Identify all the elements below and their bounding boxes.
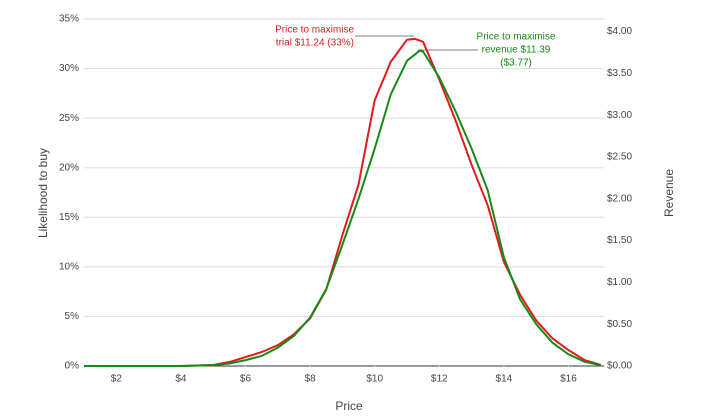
x-tick-label: $14 bbox=[496, 374, 513, 385]
annotation: Price to maximise bbox=[477, 32, 556, 43]
annotation: Price to maximise bbox=[275, 25, 354, 36]
x-tick-label: $16 bbox=[560, 374, 577, 385]
line bbox=[84, 37, 602, 367]
y2-tick-label: $0.50 bbox=[607, 319, 632, 330]
x-tick-label: $4 bbox=[175, 374, 187, 385]
y-tick-label: 10% bbox=[59, 261, 79, 272]
y-tick-label: 20% bbox=[59, 162, 79, 173]
y2-tick-label: $2.50 bbox=[607, 152, 632, 163]
x-tick-label: $6 bbox=[240, 374, 252, 385]
y2-tick-label: $0.00 bbox=[607, 361, 632, 372]
x-tick-label: $12 bbox=[431, 374, 448, 385]
y2-tick-label: $3.50 bbox=[607, 68, 632, 79]
y-tick-label: 5% bbox=[65, 311, 80, 322]
y-tick-label: 35% bbox=[59, 14, 79, 25]
y-axis-title: Likelihood to buy bbox=[36, 148, 50, 238]
y2-axis-title: Revenue bbox=[662, 169, 676, 217]
y-tick-label: 15% bbox=[59, 212, 79, 223]
y2-tick-label: $2.00 bbox=[607, 193, 632, 204]
x-tick-label: $8 bbox=[305, 374, 317, 385]
annotation: ($3.77) bbox=[500, 58, 532, 69]
x-tick-label: $2 bbox=[111, 374, 123, 385]
line bbox=[84, 49, 601, 367]
y2-tick-label: $3.00 bbox=[607, 110, 632, 121]
annotation: trial $11.24 (33%) bbox=[276, 38, 354, 49]
y2-tick-label: $1.50 bbox=[607, 235, 632, 246]
x-tick-label: $10 bbox=[366, 374, 383, 385]
annotation: revenue $11.39 bbox=[482, 45, 551, 56]
y-tick-label: 30% bbox=[59, 63, 79, 74]
y2-tick-label: $4.00 bbox=[607, 26, 632, 37]
y-tick-label: 25% bbox=[59, 113, 79, 124]
x-axis-title: Price bbox=[335, 399, 363, 413]
y2-tick-label: $1.00 bbox=[607, 277, 632, 288]
y-tick-label: 0% bbox=[65, 361, 80, 372]
